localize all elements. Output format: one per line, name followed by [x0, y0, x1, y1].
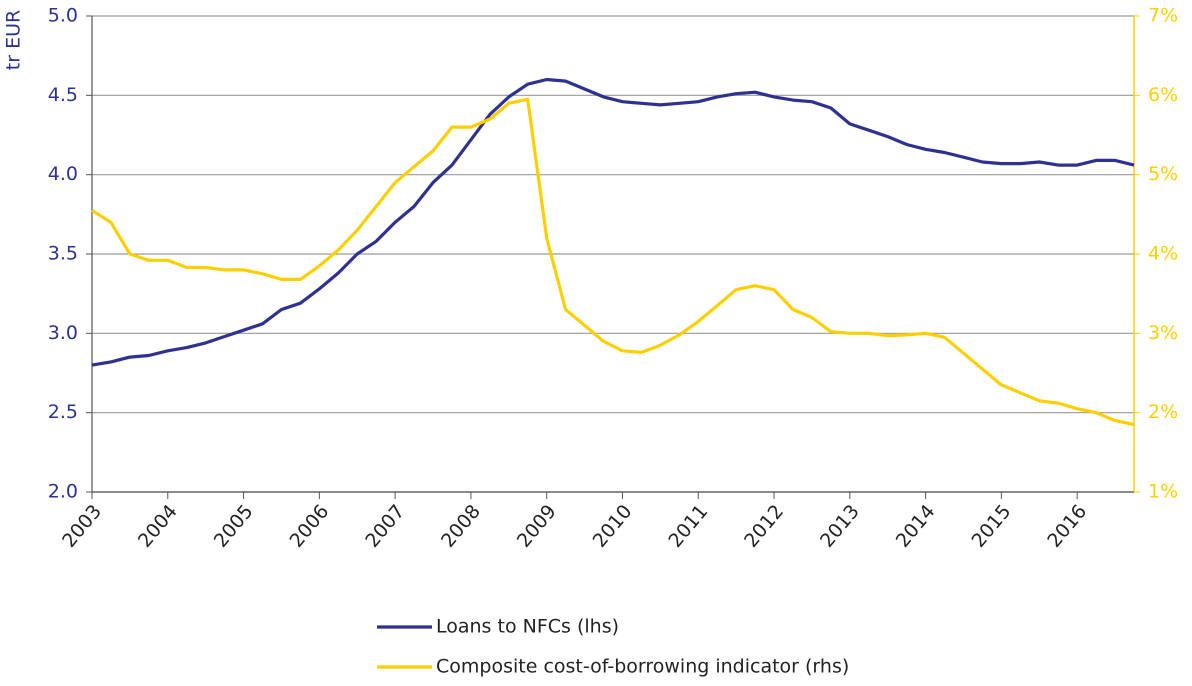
y-tick-label: 3.0 — [48, 322, 78, 344]
x-tick-label: 2011 — [664, 501, 712, 552]
y2-tick-label: 6% — [1148, 84, 1178, 106]
series-line — [91, 97, 1135, 427]
x-tick-label: 2010 — [589, 501, 637, 552]
y2-tick-label: 2% — [1148, 401, 1178, 423]
y-tick-label: 4.0 — [48, 163, 78, 185]
x-tick-label: 2008 — [437, 501, 485, 552]
legend-label: Composite cost-of-borrowing indicator (r… — [436, 656, 849, 678]
x-tick-label: 2006 — [285, 501, 333, 552]
x-tick-label: 2003 — [58, 501, 106, 552]
y-tick-label: 2.5 — [48, 401, 78, 423]
y-axis-label: tr EUR — [3, 10, 25, 70]
x-tick-label: 2016 — [1043, 501, 1091, 552]
y-tick-label: 3.5 — [48, 243, 78, 265]
x-tick-label: 2009 — [513, 501, 561, 552]
x-tick-label: 2004 — [134, 501, 182, 552]
x-tick-label: 2013 — [816, 501, 864, 552]
legend-label: Loans to NFCs (lhs) — [436, 616, 619, 638]
series-line — [91, 77, 1135, 367]
x-tick-label: 2015 — [967, 501, 1015, 552]
x-tick-label: 2005 — [210, 501, 258, 552]
y2-tick-label: 7% — [1148, 5, 1178, 27]
y2-tick-label: 3% — [1148, 322, 1178, 344]
y-tick-label: 5.0 — [48, 5, 78, 27]
x-tick-label: 2012 — [740, 501, 788, 552]
x-tick-label: 2014 — [892, 501, 940, 552]
y2-tick-label: 5% — [1148, 163, 1178, 185]
y-tick-label: 2.0 — [48, 481, 78, 503]
x-tick-label: 2007 — [361, 501, 409, 552]
y2-tick-label: 1% — [1148, 481, 1178, 503]
y2-tick-label: 4% — [1148, 243, 1178, 265]
y-tick-label: 4.5 — [48, 84, 78, 106]
